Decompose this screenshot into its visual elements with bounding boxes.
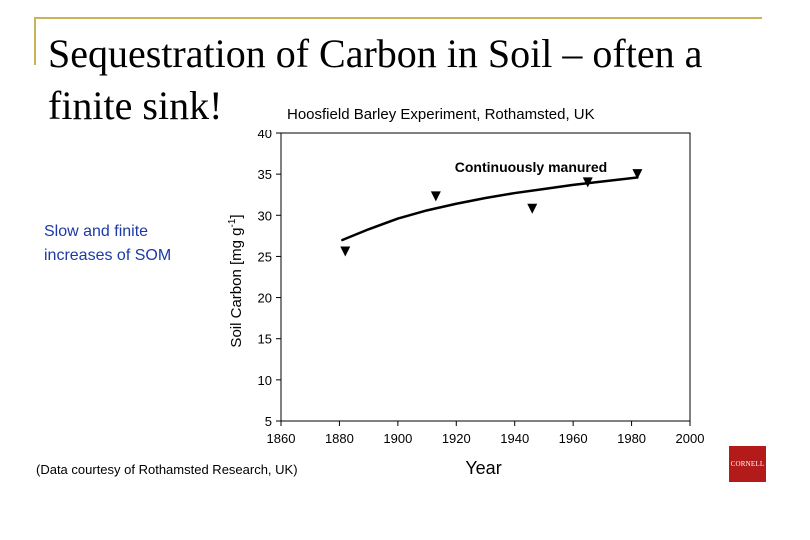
- y-tick-label: 30: [258, 208, 272, 223]
- data-credit: (Data courtesy of Rothamsted Research, U…: [36, 462, 298, 477]
- data-point-triangle: [582, 177, 593, 188]
- y-tick-label: 10: [258, 373, 272, 388]
- x-tick-label: 1960: [559, 431, 588, 446]
- data-point-triangle: [340, 246, 351, 257]
- y-tick-label: 15: [258, 332, 272, 347]
- y-tick-label: 20: [258, 291, 272, 306]
- y-tick-label: 25: [258, 249, 272, 264]
- annotation-continuously-manured: Continuously manured: [455, 159, 607, 175]
- x-tick-label: 1900: [383, 431, 412, 446]
- plot-frame: [280, 132, 691, 422]
- data-point-triangle: [527, 203, 538, 214]
- chart-title: Hoosfield Barley Experiment, Rothamsted,…: [287, 106, 595, 123]
- slide-title-line1: Sequestration of Carbon in Soil – often …: [48, 31, 703, 76]
- x-tick-label: 2000: [676, 431, 705, 446]
- logo-text: CORNELL: [730, 460, 765, 468]
- y-tick-label: 35: [258, 167, 272, 182]
- slide-frame-left: [34, 17, 36, 65]
- slide-title-line2: finite sink!: [48, 83, 223, 128]
- x-tick-label: 1920: [442, 431, 471, 446]
- x-tick-label: 1980: [617, 431, 646, 446]
- side-note: Slow and finite increases of SOM: [44, 223, 172, 264]
- y-axis-label: Soil Carbon [mg g-1]: [227, 214, 245, 347]
- fit-line: [341, 176, 639, 242]
- x-tick-label: 1940: [500, 431, 529, 446]
- cornell-logo: CORNELL: [729, 446, 766, 482]
- data-point-triangle: [632, 169, 643, 180]
- x-tick-label: 1880: [325, 431, 354, 446]
- slide-frame-top: [34, 17, 762, 19]
- data-point-triangle: [430, 191, 441, 202]
- y-tick-label: 5: [265, 414, 272, 429]
- title-overlap-mask: [226, 80, 276, 130]
- x-axis-label: Year: [465, 458, 501, 478]
- x-tick-label: 1860: [267, 431, 296, 446]
- slide-title: Sequestration of Carbon in Soil – often …: [48, 28, 788, 132]
